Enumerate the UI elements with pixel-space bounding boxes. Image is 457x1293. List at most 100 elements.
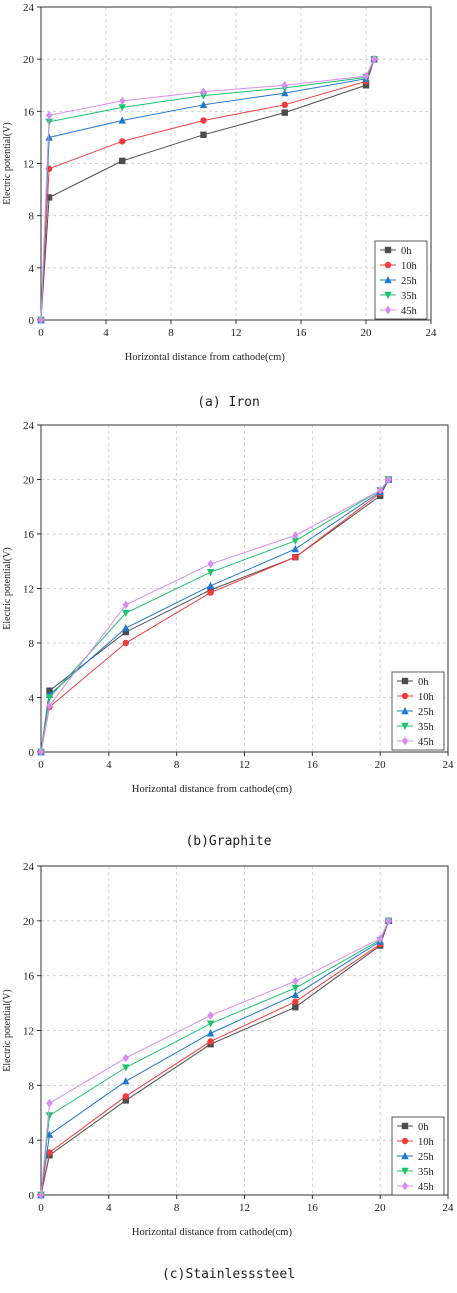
x-tick-label: 24 [443, 759, 455, 771]
x-tick-label: 8 [174, 759, 180, 771]
x-tick-label: 24 [443, 1202, 455, 1214]
x-tick-label: 24 [426, 327, 438, 339]
legend-marker-25h [401, 1152, 409, 1160]
data-point-25h [291, 990, 300, 999]
legend-label-10h: 10h [401, 261, 418, 272]
data-point-10h [292, 998, 299, 1005]
series-line-35h [40, 920, 390, 1196]
legend-marker-35h [401, 722, 409, 730]
data-point-45h [376, 486, 384, 495]
y-tick-label: 0 [29, 747, 35, 759]
data-point-25h [118, 116, 126, 124]
data-point-35h [122, 609, 130, 618]
legend-label-25h: 25h [418, 707, 435, 718]
x-axis-label: Horizontal distance from cathode(cm) [125, 352, 286, 363]
data-point-25h [45, 133, 53, 141]
y-tick-label: 20 [23, 916, 35, 928]
y-tick-label: 0 [29, 1190, 35, 1202]
data-point-0h [122, 628, 129, 636]
x-tick-label: 4 [106, 1202, 112, 1214]
legend-label-10h: 10h [418, 692, 435, 703]
data-point-25h [122, 1077, 130, 1085]
x-tick-label: 16 [296, 327, 308, 339]
data-point-35h [291, 984, 300, 993]
data-point-35h [45, 694, 54, 702]
chart-caption-graphite: (b)Graphite [185, 834, 272, 849]
data-point-0h [45, 194, 53, 201]
data-point-10h [292, 553, 299, 561]
legend-label-0h: 0h [418, 677, 429, 688]
legend-marker-45h [401, 736, 409, 746]
y-tick-label: 12 [23, 159, 34, 171]
data-point-0h [362, 82, 370, 89]
data-point-25h [291, 544, 300, 553]
chart-graphite: 0 4 8 12 16 20 24 0 4 8 12 16 20 24 Horizontal distanc… [2, 420, 455, 795]
legend-marker-10h [384, 261, 392, 269]
y-axis-label: Electric potential(V) [2, 547, 13, 629]
data-point-45h [362, 71, 370, 81]
data-point-45h [207, 1011, 214, 1020]
data-point-10h [207, 1038, 214, 1045]
data-point-0h [200, 131, 207, 139]
legend-label-45h: 45h [418, 737, 435, 748]
data-point-45h [122, 1053, 129, 1063]
x-tick-label: 16 [307, 1202, 319, 1214]
legend-marker-45h [384, 305, 392, 315]
chart-caption-stainless-steel: (c)Stainlesssteel [161, 1267, 296, 1282]
legend-label-0h: 0h [401, 246, 412, 257]
legend-label-25h: 25h [401, 276, 418, 287]
x-tick-label: 4 [103, 327, 109, 339]
series-line-35h [40, 479, 390, 753]
x-tick-label: 20 [375, 759, 387, 771]
y-tick-label: 16 [23, 529, 35, 541]
data-point-45h [207, 559, 214, 569]
legend-label-35h: 35h [418, 1167, 435, 1178]
x-tick-label: 12 [231, 327, 242, 339]
data-point-35h [122, 1064, 130, 1072]
x-tick-label: 0 [38, 327, 44, 339]
legend-marker-0h [384, 246, 392, 254]
data-point-45h [370, 54, 378, 64]
chart-iron: 0 4 8 12 16 20 24 0 4 8 12 16 20 24 Horizontal distanc… [2, 2, 438, 363]
series-line-25h [40, 479, 390, 753]
data-point-25h [122, 624, 130, 632]
data-point-35h [291, 537, 300, 545]
series-line-10h [40, 58, 375, 321]
data-point-45h [37, 1190, 45, 1200]
data-point-45h [292, 976, 299, 986]
data-point-0h [46, 687, 53, 694]
legend-label-45h: 45h [401, 306, 418, 317]
data-point-45h [37, 315, 45, 325]
data-point-45h [46, 1098, 53, 1108]
y-axis-label: Electric potential(V) [2, 122, 13, 204]
x-tick-label: 12 [239, 1202, 250, 1214]
y-axis-label: Electric potential(V) [2, 989, 13, 1071]
series-line-25h [40, 58, 375, 321]
y-tick-label: 16 [23, 106, 35, 118]
data-point-10h [281, 101, 288, 109]
legend-label-0h: 0h [418, 1122, 429, 1133]
data-point-10h [200, 117, 207, 124]
x-axis-label: Horizontal distance from cathode(cm) [132, 784, 293, 795]
series-line-10h [40, 920, 390, 1196]
legend-label-35h: 35h [418, 722, 435, 733]
y-tick-label: 8 [29, 211, 35, 223]
data-point-45h [45, 111, 53, 120]
data-point-0h [122, 1097, 129, 1104]
y-tick-label: 12 [23, 1026, 34, 1038]
y-tick-label: 4 [29, 263, 35, 275]
series-line-0h [40, 479, 390, 753]
data-point-25h [281, 89, 289, 97]
series-line-45h [40, 479, 390, 753]
y-tick-label: 20 [23, 54, 35, 66]
chart-panel-graphite: 0 4 8 12 16 20 24 0 4 8 12 16 20 24 Horizontal distanc… [0, 420, 457, 850]
data-point-25h [206, 581, 215, 589]
legend-marker-10h [401, 692, 409, 700]
y-tick-label: 24 [23, 861, 35, 873]
x-tick-label: 16 [307, 759, 319, 771]
chart-stainless-steel: 0 4 8 12 16 20 24 0 4 8 12 16 20 24 Horizontal distanc… [2, 861, 455, 1238]
data-point-35h [45, 1112, 54, 1120]
y-tick-label: 24 [23, 420, 35, 432]
y-tick-label: 20 [23, 475, 35, 487]
data-point-25h [199, 100, 208, 109]
